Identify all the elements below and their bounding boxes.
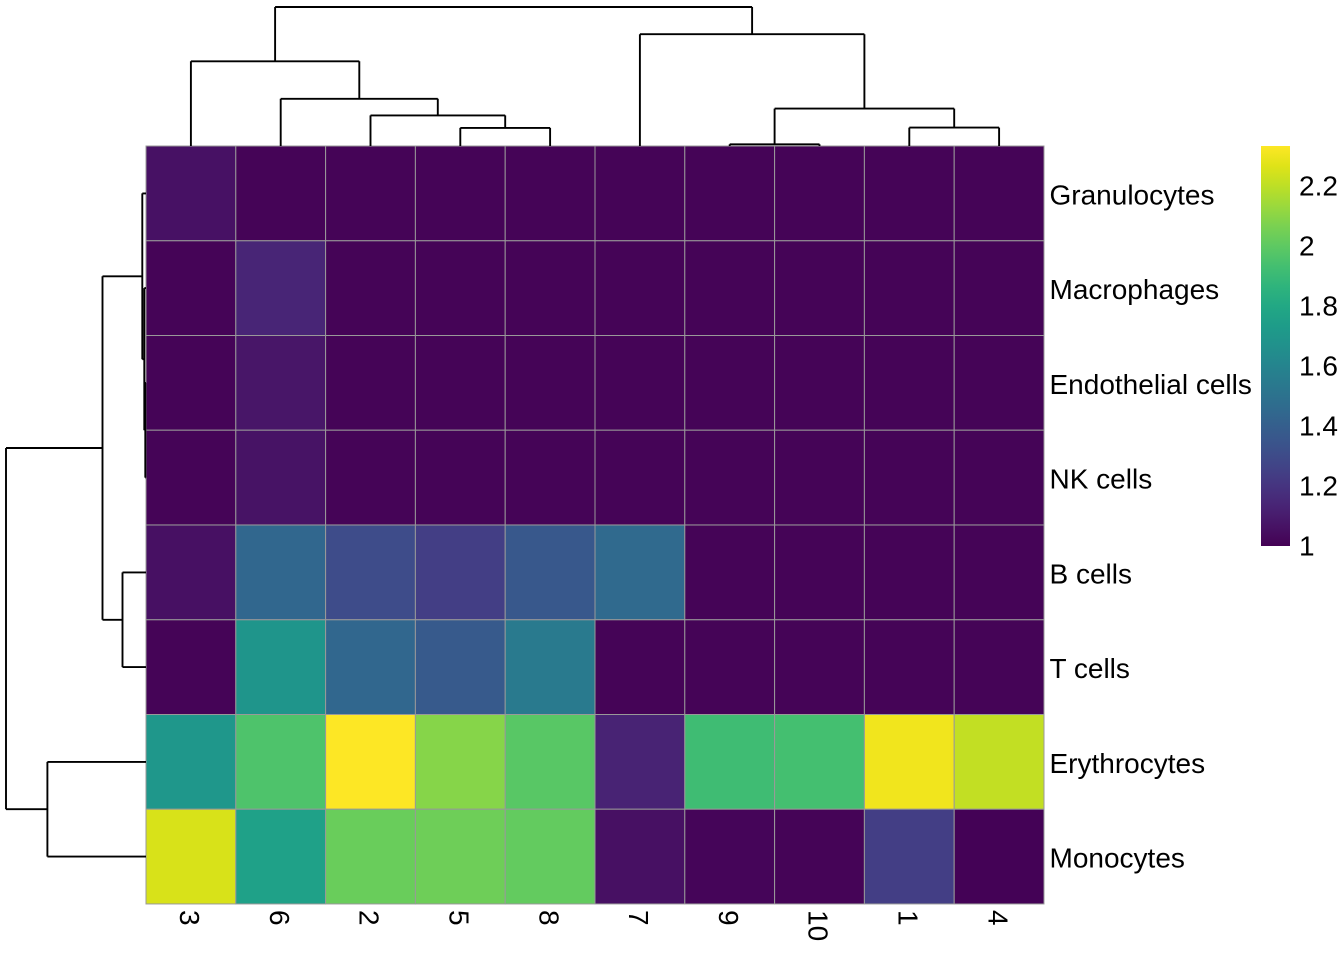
svg-text:7: 7 xyxy=(623,910,654,926)
svg-text:6: 6 xyxy=(264,910,295,926)
svg-text:T cells: T cells xyxy=(1050,653,1130,684)
svg-text:10: 10 xyxy=(803,910,834,941)
svg-text:2: 2 xyxy=(1299,231,1315,262)
svg-text:Macrophages: Macrophages xyxy=(1050,274,1220,305)
svg-text:1.6: 1.6 xyxy=(1299,351,1338,382)
svg-text:B cells: B cells xyxy=(1050,558,1132,589)
svg-text:1: 1 xyxy=(1299,531,1315,562)
svg-text:3: 3 xyxy=(174,910,205,926)
svg-text:1: 1 xyxy=(893,910,924,926)
svg-text:1.2: 1.2 xyxy=(1299,471,1338,502)
svg-text:Endothelial cells: Endothelial cells xyxy=(1050,369,1252,400)
svg-text:2: 2 xyxy=(354,910,385,926)
svg-text:Erythrocytes: Erythrocytes xyxy=(1050,748,1206,779)
svg-text:NK cells: NK cells xyxy=(1050,464,1153,495)
svg-text:5: 5 xyxy=(444,910,475,926)
svg-text:1.4: 1.4 xyxy=(1299,411,1338,442)
svg-text:8: 8 xyxy=(533,910,564,926)
svg-text:1.8: 1.8 xyxy=(1299,291,1338,322)
svg-text:Monocytes: Monocytes xyxy=(1050,843,1185,874)
svg-text:4: 4 xyxy=(982,910,1013,926)
svg-text:2.2: 2.2 xyxy=(1299,171,1338,202)
svg-text:Granulocytes: Granulocytes xyxy=(1050,179,1215,210)
svg-text:9: 9 xyxy=(713,910,744,926)
